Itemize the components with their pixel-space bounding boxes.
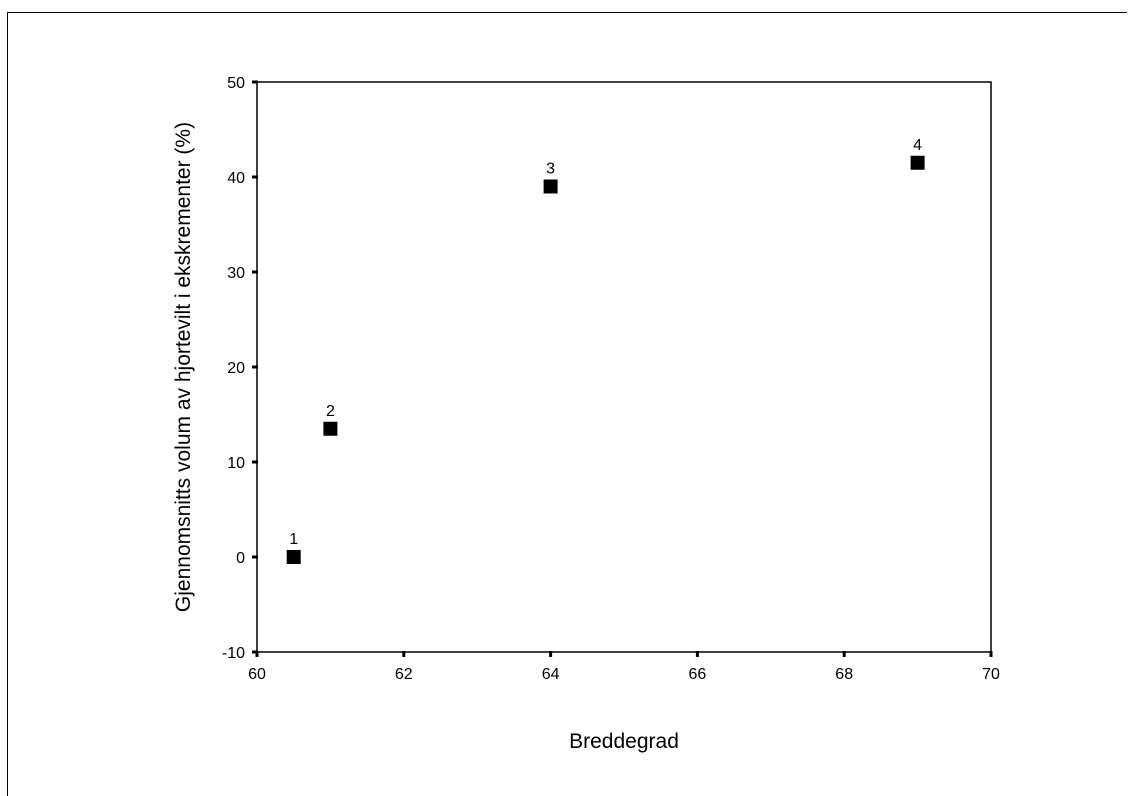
y-tick-label: 40: [227, 170, 245, 187]
x-tick-label: 62: [395, 666, 413, 683]
data-point-label: 1: [289, 531, 298, 548]
y-axis-title: Gjennomsnitts volum av hjortevilt i eksk…: [172, 122, 195, 612]
data-point-marker: [910, 155, 925, 170]
y-tick-label: 30: [227, 265, 245, 282]
data-point-label: 2: [326, 403, 335, 420]
data-point-label: 3: [546, 161, 555, 178]
y-axis-ticks: -10 0 10 20 30 40 50: [222, 75, 258, 662]
y-tick-label: 0: [236, 550, 245, 567]
x-tick-label: 70: [982, 666, 1000, 683]
data-point-marker: [543, 179, 558, 194]
x-tick-label: 68: [835, 666, 853, 683]
x-tick-label: 64: [542, 666, 560, 683]
x-axis-title: Breddegrad: [569, 730, 679, 753]
y-tick-label: 20: [227, 360, 245, 377]
y-tick-label: 50: [227, 75, 245, 92]
data-point-label: 4: [913, 137, 922, 154]
chart-frame: [7, 12, 1127, 796]
x-axis-ticks: 60 62 64 66 68 70: [248, 651, 1000, 683]
data-point-marker: [286, 550, 301, 564]
x-tick-label: 66: [689, 666, 707, 683]
plot-area: [256, 81, 992, 653]
data-point-marker: [323, 421, 338, 436]
y-tick-label: 10: [227, 455, 245, 472]
data-points: 1 2 3 4: [286, 137, 925, 564]
y-tick-label: -10: [222, 645, 245, 662]
x-tick-label: 60: [248, 666, 266, 683]
